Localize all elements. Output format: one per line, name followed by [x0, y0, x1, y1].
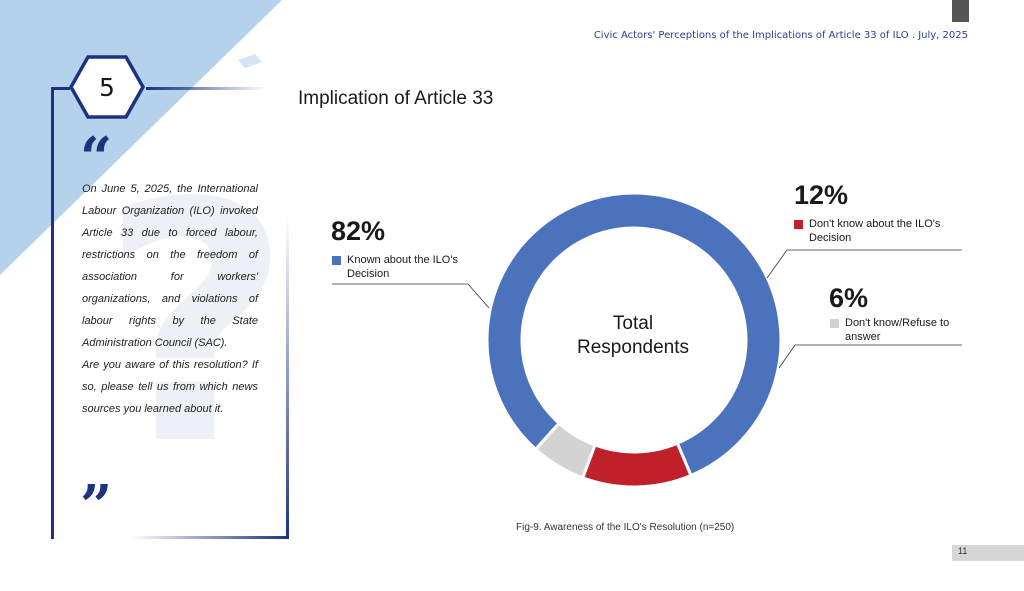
- donut-center-label: Total Respondents: [553, 312, 713, 360]
- page-number-bar: [952, 545, 1024, 561]
- pct-label-known: 82%: [331, 216, 386, 246]
- center-label-line: Respondents: [577, 337, 689, 358]
- quote-paragraph: Are you aware of this resolution? If so,…: [82, 359, 258, 415]
- donut-slice-dont-know: [580, 441, 693, 489]
- hexagon-badge: [69, 55, 145, 119]
- legend-label-refuse: Don't know/Refuse to answer: [845, 317, 950, 343]
- quote-box: [51, 87, 289, 539]
- center-label-line: Total: [612, 313, 654, 334]
- corner-tab: [952, 0, 969, 22]
- legend-swatch-refuse: [830, 319, 839, 328]
- legend-item-dont-know: Don't know about the ILO's Decision: [794, 217, 944, 245]
- figure-caption: Fig-9. Awareness of the ILO's Resolution…: [516, 522, 735, 533]
- leader-line-known: [332, 283, 490, 309]
- legend-swatch-dont-know: [794, 220, 803, 229]
- legend-item-known: Known about the ILO's Decision: [332, 253, 462, 281]
- quote-text: On June 5, 2025, the International Labou…: [82, 178, 258, 420]
- legend-label-dont-know: Don't know about the ILO's Decision: [809, 218, 941, 244]
- close-quote-icon: ”: [80, 473, 113, 539]
- page-number: 11: [958, 546, 968, 556]
- leader-line-dont-know: [766, 249, 962, 279]
- legend-label-known: Known about the ILO's Decision: [347, 254, 458, 280]
- leader-line-refuse: [778, 344, 962, 369]
- donut-slice-refuse: [533, 421, 597, 480]
- quote-paragraph: On June 5, 2025, the International Labou…: [82, 183, 258, 349]
- question-mark-watermark: ?: [100, 133, 292, 517]
- legend-swatch-known: [332, 256, 341, 265]
- open-quote-icon: “: [80, 125, 113, 191]
- quote-number: 5: [99, 72, 115, 102]
- legend-item-refuse: Don't know/Refuse to answer: [830, 316, 960, 344]
- pct-label-refuse: 6%: [829, 283, 869, 313]
- report-header-title: Civic Actors' Perceptions of the Implica…: [593, 30, 968, 41]
- section-title: Implication of Article 33: [298, 88, 494, 109]
- quote-frame: [51, 87, 289, 539]
- pct-label-dont-know: 12%: [794, 180, 849, 210]
- donut-slice-known: [485, 191, 783, 478]
